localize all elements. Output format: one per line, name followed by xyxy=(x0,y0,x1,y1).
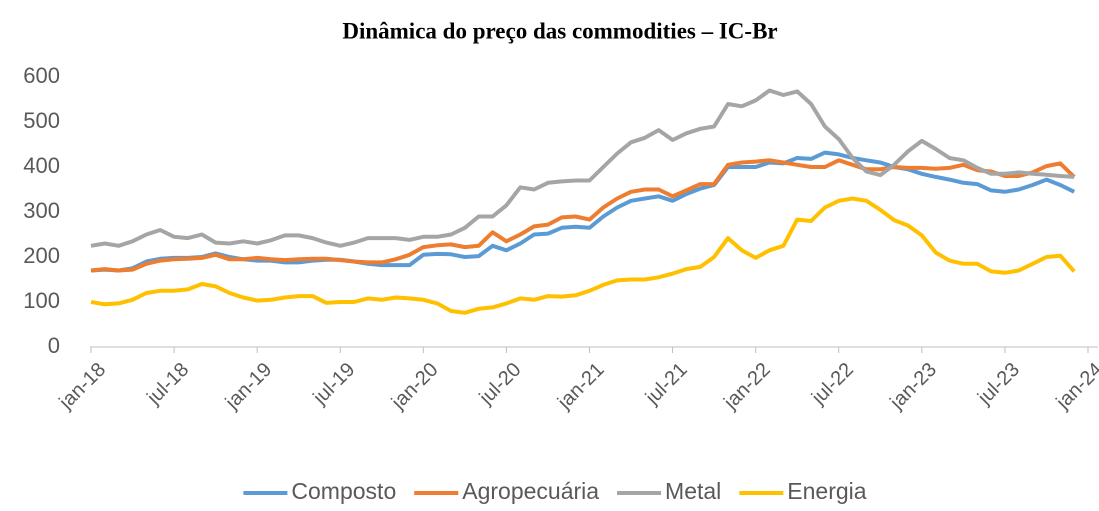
series-line xyxy=(90,88,1075,248)
y-tick-label: 200 xyxy=(23,243,60,268)
x-tick-label: jan-20 xyxy=(387,359,443,415)
series-line xyxy=(90,196,1076,315)
x-tick-label: jan-18 xyxy=(55,359,111,415)
x-tick-label: jul-23 xyxy=(973,359,1024,410)
legend: Composto Agropecuária Metal Energia xyxy=(243,478,867,504)
legend-label: Energia xyxy=(787,478,866,504)
legend-label: Composto xyxy=(291,478,396,504)
x-tick-label: jan-24 xyxy=(1052,359,1099,415)
x-tick-label: jan-21 xyxy=(553,359,609,415)
y-tick-label: 100 xyxy=(23,288,60,313)
y-tick-label: 300 xyxy=(23,198,60,223)
y-tick-label: 0 xyxy=(48,333,60,358)
x-tick-label: jan-19 xyxy=(221,359,277,415)
series-line xyxy=(90,158,1076,273)
x-tick-label: jan-22 xyxy=(719,359,775,415)
chart-title: Dinâmica do preço das commodities – IC-B… xyxy=(342,18,777,43)
y-tick-label: 400 xyxy=(23,153,60,178)
y-tick-label: 500 xyxy=(23,108,60,133)
x-tick-label: jul-18 xyxy=(142,359,193,410)
legend-label: Agropecuária xyxy=(462,478,599,504)
series-line xyxy=(90,150,1076,273)
x-tick-label: jul-20 xyxy=(475,359,526,410)
legend-label: Metal xyxy=(665,478,721,504)
x-tick-label: jul-21 xyxy=(641,359,692,410)
x-tick-label: jul-22 xyxy=(807,359,858,410)
x-tick-label: jan-23 xyxy=(885,359,941,415)
y-tick-label: 600 xyxy=(23,63,60,88)
x-tick-label: jul-19 xyxy=(309,359,360,410)
